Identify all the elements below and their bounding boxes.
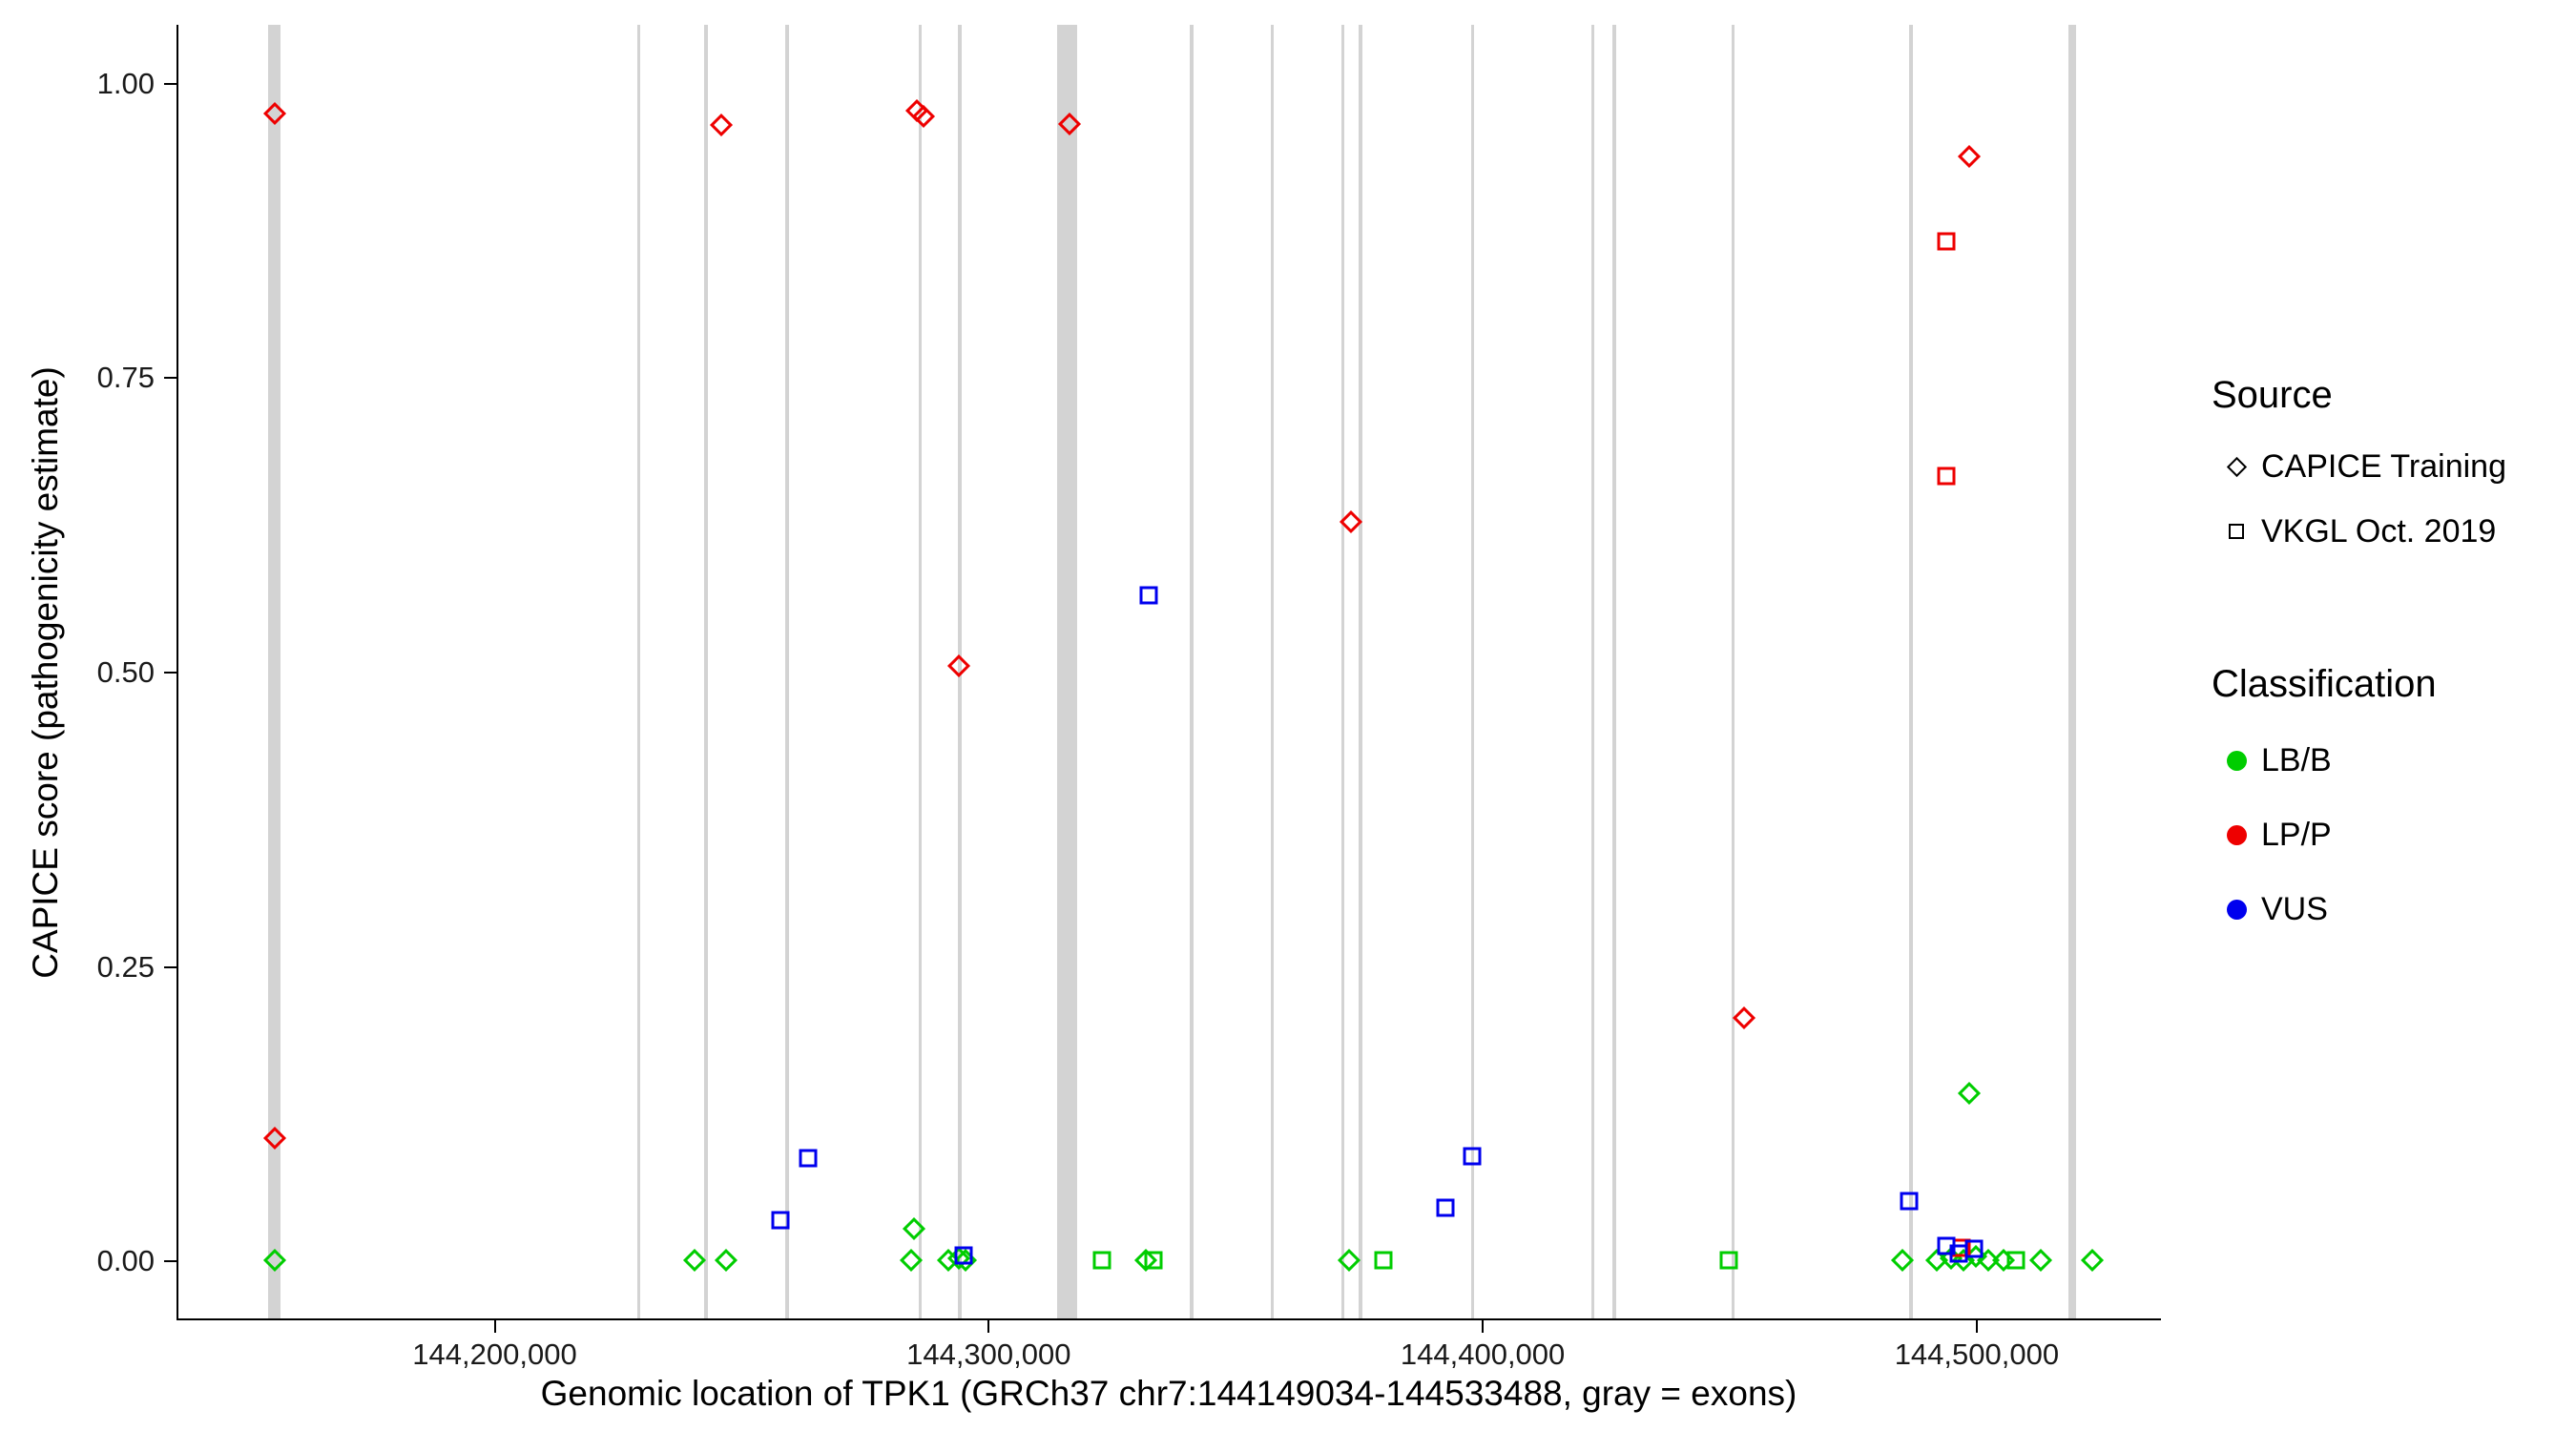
exon-bar (1359, 25, 1362, 1318)
y-axis-tick-label: 0.25 (96, 949, 155, 984)
exon-bar (1340, 25, 1345, 1318)
x-axis-tick (1975, 1320, 1978, 1333)
data-point-vkgl-oct-2019-lp-p (1937, 232, 1956, 251)
exon-bar (1190, 25, 1194, 1318)
exon-bar (2067, 25, 2076, 1318)
data-point-capice-training-lp-p (262, 1126, 286, 1150)
legend-item-lp-p: LP/P (2212, 798, 2506, 872)
exon-bar (704, 25, 708, 1318)
data-point-vkgl-oct-2019-vus (1964, 1239, 1984, 1258)
data-point-capice-training-lb-b (682, 1248, 706, 1273)
data-point-vkgl-oct-2019-lb-b (1092, 1251, 1111, 1270)
square-icon (2212, 524, 2261, 539)
data-point-capice-training-lp-p (262, 101, 286, 125)
y-axis-tick (164, 965, 177, 968)
x-axis-tick (1482, 1320, 1485, 1333)
plot-panel (177, 25, 2161, 1320)
x-axis-tick-label: 144,300,000 (906, 1338, 1071, 1371)
legend-item-vkgl-oct-2019: VKGL Oct. 2019 (2212, 499, 2506, 564)
diamond-icon (2212, 456, 2261, 477)
legend-item-lb-b: LB/B (2212, 723, 2506, 798)
exon-bar (785, 25, 789, 1318)
legend-classification-items: LB/B LP/P VUS (2212, 723, 2506, 946)
x-axis-tick-label: 144,500,000 (1894, 1338, 2060, 1371)
legend: Source CAPICE Training VKGL Oct. 2019 Cla… (2212, 374, 2506, 946)
circle-icon (2212, 824, 2261, 845)
exon-bar (958, 25, 962, 1318)
data-point-capice-training-lp-p (710, 113, 734, 136)
y-axis-tick (164, 377, 177, 380)
exon-bar (1590, 25, 1595, 1318)
data-point-capice-training-lp-p (946, 653, 970, 677)
legend-classification-title: Classification (2212, 663, 2437, 705)
legend-item-vus: VUS (2212, 872, 2506, 946)
exon-bar (1731, 25, 1735, 1318)
data-point-vkgl-oct-2019-vus (954, 1246, 973, 1265)
data-point-vkgl-oct-2019-vus (771, 1211, 790, 1230)
data-point-vkgl-oct-2019-lb-b (1144, 1251, 1163, 1270)
circle-icon (2212, 750, 2261, 771)
data-point-vkgl-oct-2019-vus (799, 1149, 818, 1168)
legend-item-label: CAPICE Training (2261, 447, 2506, 485)
x-axis-tick-label: 144,400,000 (1400, 1338, 1566, 1371)
y-axis-tick (164, 1260, 177, 1263)
exon-bar (268, 25, 280, 1318)
x-axis-tick (987, 1320, 990, 1333)
data-point-vkgl-oct-2019-lb-b (1374, 1251, 1393, 1270)
circle-glyph (2226, 899, 2247, 920)
y-axis-tick (164, 672, 177, 674)
diamond-glyph (2226, 456, 2247, 477)
legend-item-label: LB/B (2261, 741, 2332, 778)
circle-glyph (2226, 750, 2247, 771)
legend-item-capice-training: CAPICE Training (2212, 434, 2506, 499)
y-axis-title: CAPICE score (pathogenicity estimate) (26, 366, 65, 979)
legend-source-title: Source (2212, 374, 2333, 416)
data-point-vkgl-oct-2019-vus (1139, 586, 1158, 604)
data-point-capice-training-lb-b (2028, 1248, 2052, 1273)
circle-glyph (2226, 824, 2247, 845)
exon-bar (636, 25, 641, 1318)
x-axis-tick-label: 144,200,000 (412, 1338, 577, 1371)
exon-bar (1612, 25, 1616, 1318)
data-point-vkgl-oct-2019-vus (1463, 1147, 1482, 1166)
y-axis-tick-label: 0.50 (96, 655, 155, 689)
y-axis-tick-label: 0.75 (96, 361, 155, 395)
data-point-capice-training-lb-b (262, 1248, 286, 1273)
data-point-vkgl-oct-2019-lb-b (1719, 1251, 1738, 1270)
y-axis-tick (164, 82, 177, 85)
data-point-capice-training-lb-b (1957, 1081, 1981, 1105)
circle-icon (2212, 899, 2261, 920)
data-point-vkgl-oct-2019-vus (1436, 1198, 1455, 1216)
y-axis-tick-label: 0.00 (96, 1244, 155, 1278)
legend-item-label: VUS (2261, 890, 2328, 927)
x-axis-tick (493, 1320, 496, 1333)
exon-bar (1470, 25, 1475, 1318)
exon-bar (1909, 25, 1913, 1318)
exon-bar (1057, 25, 1077, 1318)
y-axis-tick-label: 1.00 (96, 66, 155, 100)
exon-bar (1270, 25, 1275, 1318)
legend-item-label: VKGL Oct. 2019 (2261, 512, 2497, 550)
exon-bar (918, 25, 923, 1318)
data-point-capice-training-lb-b (715, 1248, 738, 1273)
x-axis-title: Genomic location of TPK1 (GRCh37 chr7:14… (540, 1374, 1797, 1413)
data-point-capice-training-lp-p (1732, 1006, 1755, 1029)
data-point-capice-training-lb-b (2080, 1248, 2105, 1273)
square-glyph (2229, 524, 2244, 539)
data-point-vkgl-oct-2019-vus (1900, 1192, 1919, 1211)
legend-source-items: CAPICE Training VKGL Oct. 2019 (2212, 434, 2506, 564)
data-point-vkgl-oct-2019-lb-b (2006, 1251, 2025, 1270)
data-point-vkgl-oct-2019-lp-p (1937, 467, 1956, 486)
legend-item-label: LP/P (2261, 816, 2332, 853)
data-point-capice-training-lp-p (1957, 145, 1981, 169)
